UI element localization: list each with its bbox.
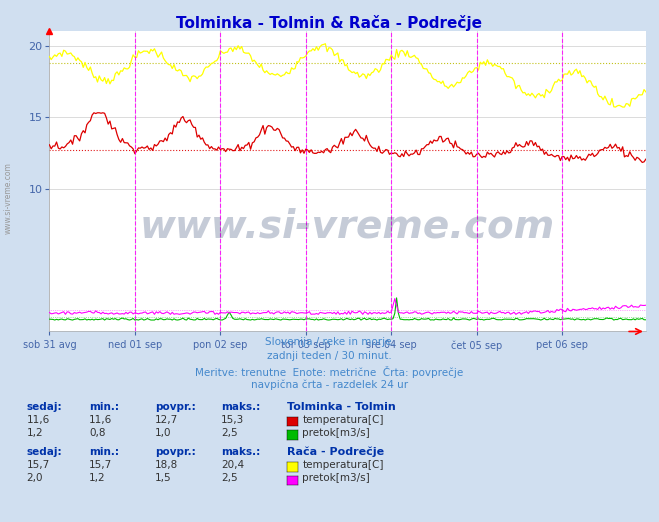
Text: 1,2: 1,2 <box>89 473 105 483</box>
Text: www.si-vreme.com: www.si-vreme.com <box>140 207 556 245</box>
Text: 15,3: 15,3 <box>221 415 244 425</box>
Text: 0,8: 0,8 <box>89 428 105 438</box>
Text: min.:: min.: <box>89 402 119 412</box>
Text: pretok[m3/s]: pretok[m3/s] <box>302 473 370 483</box>
Text: zadnji teden / 30 minut.: zadnji teden / 30 minut. <box>267 351 392 361</box>
Text: Tolminka - Tolmin: Tolminka - Tolmin <box>287 402 395 412</box>
Text: Rača - Podrečje: Rača - Podrečje <box>287 447 384 457</box>
Text: povpr.:: povpr.: <box>155 447 196 457</box>
Text: temperatura[C]: temperatura[C] <box>302 460 384 470</box>
Text: pretok[m3/s]: pretok[m3/s] <box>302 428 370 438</box>
Text: 18,8: 18,8 <box>155 460 178 470</box>
Text: 1,2: 1,2 <box>26 428 43 438</box>
Text: Slovenija / reke in morje.: Slovenija / reke in morje. <box>264 337 395 347</box>
Text: Meritve: trenutne  Enote: metrične  Črta: povprečje: Meritve: trenutne Enote: metrične Črta: … <box>195 366 464 378</box>
Text: www.si-vreme.com: www.si-vreme.com <box>3 162 13 234</box>
Text: 15,7: 15,7 <box>89 460 112 470</box>
Text: Tolminka - Tolmin & Rača - Podrečje: Tolminka - Tolmin & Rača - Podrečje <box>177 15 482 31</box>
Text: sedaj:: sedaj: <box>26 447 62 457</box>
Text: 1,0: 1,0 <box>155 428 171 438</box>
Text: 20,4: 20,4 <box>221 460 244 470</box>
Text: maks.:: maks.: <box>221 402 260 412</box>
Text: povpr.:: povpr.: <box>155 402 196 412</box>
Text: 12,7: 12,7 <box>155 415 178 425</box>
Text: 15,7: 15,7 <box>26 460 49 470</box>
Text: sedaj:: sedaj: <box>26 402 62 412</box>
Text: 11,6: 11,6 <box>89 415 112 425</box>
Text: 2,0: 2,0 <box>26 473 43 483</box>
Text: 1,5: 1,5 <box>155 473 171 483</box>
Text: 2,5: 2,5 <box>221 473 237 483</box>
Text: maks.:: maks.: <box>221 447 260 457</box>
Text: min.:: min.: <box>89 447 119 457</box>
Text: 11,6: 11,6 <box>26 415 49 425</box>
Text: navpična črta - razdelek 24 ur: navpična črta - razdelek 24 ur <box>251 379 408 390</box>
Text: 2,5: 2,5 <box>221 428 237 438</box>
Text: temperatura[C]: temperatura[C] <box>302 415 384 425</box>
